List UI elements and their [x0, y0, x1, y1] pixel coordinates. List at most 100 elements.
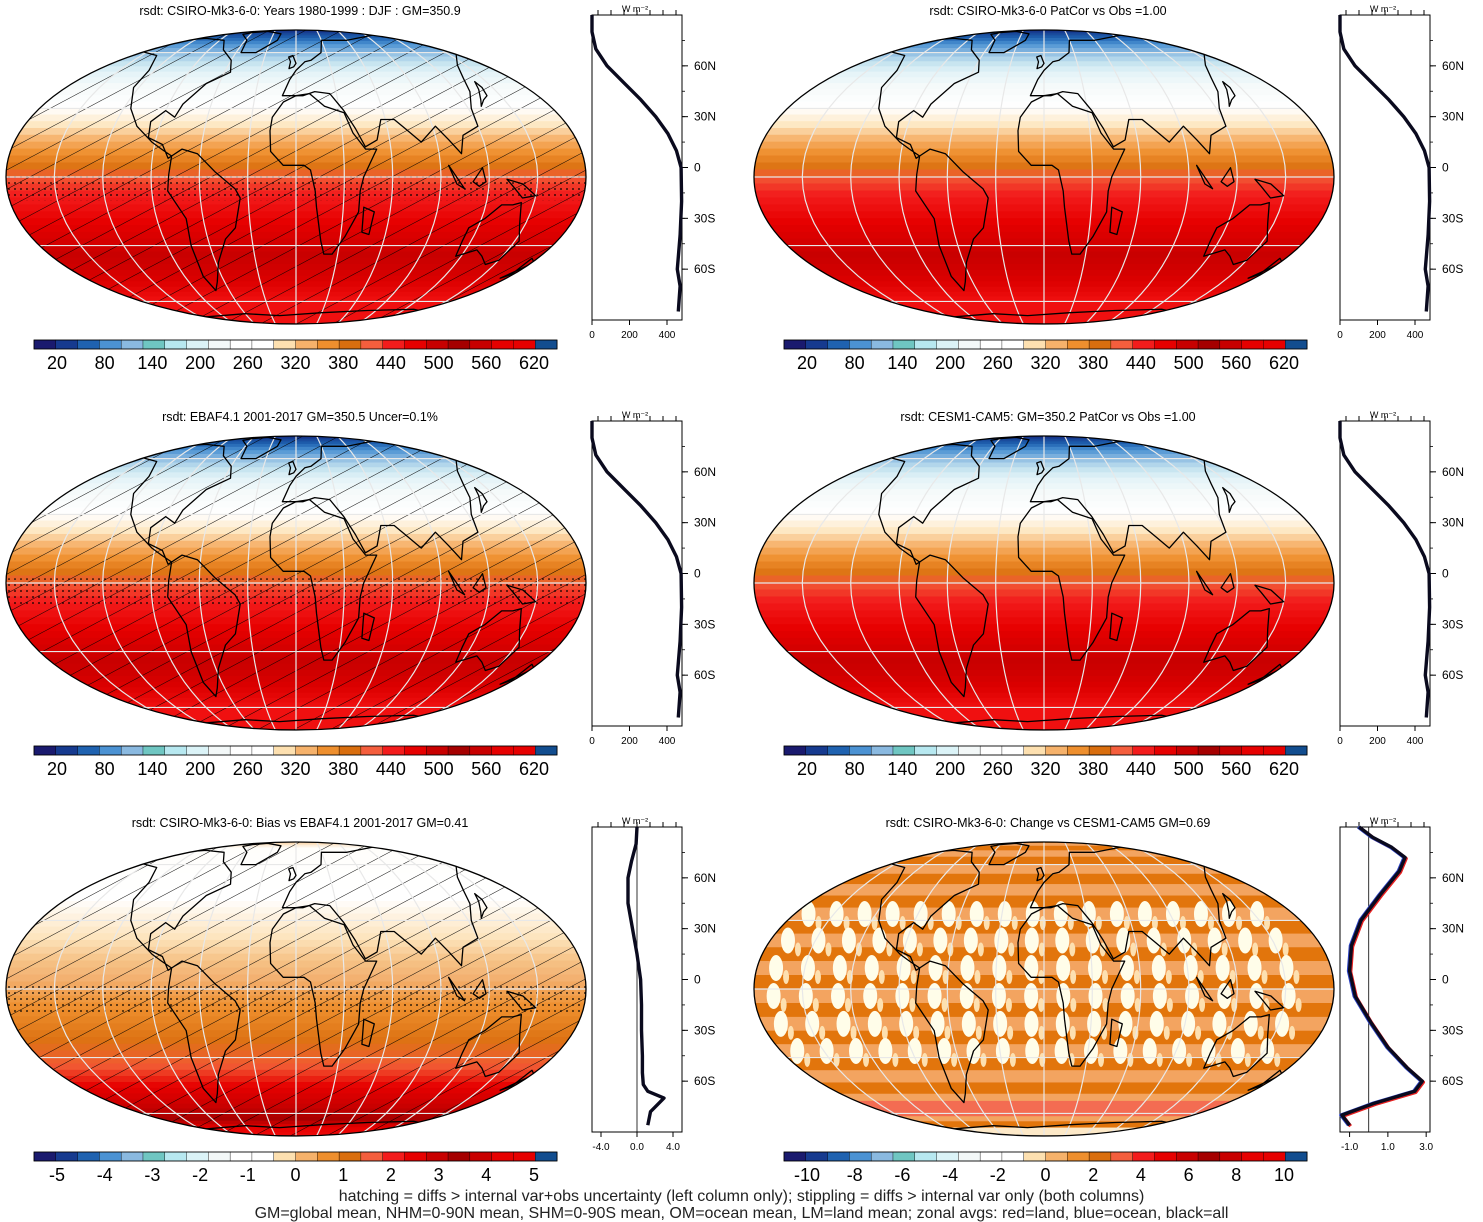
colorbar-tick-label: 620 [1269, 759, 1299, 779]
colorbar-swatch [360, 1151, 384, 1162]
colorbar-tick-label: 260 [233, 353, 263, 373]
colorbar-tick-label: 560 [471, 353, 501, 373]
colorbar-swatch [142, 745, 166, 756]
colorbar-tick-label: 140 [137, 759, 167, 779]
colorbar-swatch [404, 1151, 427, 1162]
colorbar-tick-label: 560 [471, 759, 501, 779]
colorbar-swatch [979, 745, 1003, 756]
lat-tick-label: 30N [1442, 110, 1464, 124]
colorbar-swatch [491, 339, 514, 350]
colorbar: 20 80 140 200 260 320 380 440 500 560 620 [783, 745, 1308, 779]
colorbar-swatch [1001, 1151, 1025, 1162]
colorbar-tick-label: 0 [1040, 1165, 1050, 1185]
colorbar-swatch [1241, 339, 1264, 350]
colorbar-swatch [1045, 745, 1068, 756]
colorbar-tick-label: -1 [240, 1165, 256, 1185]
colorbar-swatch [805, 1151, 829, 1162]
colorbar-swatch [1110, 745, 1134, 756]
zonal-profile-3: W m⁻² 60N 30N 0 30S 60S 0 200 400 [589, 410, 716, 747]
colorbar-tick-label: 20 [47, 353, 67, 373]
profile-line-all [1338, 421, 1432, 718]
colorbar-swatch [404, 339, 427, 350]
lat-tick-label: 60N [1442, 59, 1464, 73]
colorbar-swatch [426, 339, 449, 350]
lat-tick-label: 60S [1442, 1074, 1463, 1088]
colorbar-swatch [208, 745, 231, 756]
colorbar-swatch [164, 1151, 188, 1162]
colorbar-tick-label: 140 [137, 353, 167, 373]
colorbar-tick-label: 320 [280, 759, 310, 779]
map-panel-2: rsdt: CSIRO-Mk3-6-0 PatCor vs Obs =1.00 2… [753, 4, 1335, 373]
colorbar-swatch [120, 1151, 144, 1162]
colorbar-swatch [513, 1151, 536, 1162]
colorbar-swatch [229, 339, 253, 350]
colorbar-swatch [33, 1151, 57, 1162]
colorbar-swatch [1154, 745, 1177, 756]
profile-x-tick-label: 0 [589, 330, 595, 341]
colorbar-swatch [382, 1151, 405, 1162]
colorbar-tick-label: 620 [519, 353, 549, 373]
lat-tick-label: 30N [694, 516, 716, 530]
colorbar-swatch [1045, 1151, 1068, 1162]
colorbar-tick-label: 380 [1078, 759, 1108, 779]
colorbar-swatch [1197, 1151, 1221, 1162]
profile-line-all [590, 421, 684, 718]
colorbar-swatch [251, 339, 275, 350]
colorbar-swatch [1132, 1151, 1155, 1162]
colorbar-swatch [99, 339, 122, 350]
colorbar-tick-label: 140 [887, 353, 917, 373]
zonal-profile-2: W m⁻² 60N 30N 0 30S 60S 0 200 400 [1337, 4, 1464, 341]
colorbar-tick-label: 5 [529, 1165, 539, 1185]
lat-tick-label: 60S [694, 262, 715, 276]
colorbar-swatch [936, 1151, 959, 1162]
colorbar-swatch [827, 339, 850, 350]
colorbar-tick-label: -3 [144, 1165, 160, 1185]
zonal-profile-1: W m⁻² 60N 30N 0 30S 60S 0 200 400 [589, 4, 716, 341]
map-panel-6: rsdt: CSIRO-Mk3-6-0: Change vs CESM1-CAM… [753, 816, 1335, 1185]
colorbar-swatch [513, 339, 536, 350]
lat-tick-label: 0 [694, 161, 701, 175]
colorbar-swatch [33, 339, 57, 350]
colorbar-swatch [295, 339, 318, 350]
colorbar-swatch [1088, 1151, 1112, 1162]
profile-x-tick-label: 400 [1407, 736, 1424, 747]
panel-title: rsdt: CESM1-CAM5: GM=350.2 PatCor vs Obs… [900, 410, 1195, 424]
colorbar-swatch [120, 339, 144, 350]
colorbar-swatch [1285, 745, 1308, 756]
colorbar-tick-label: 260 [983, 759, 1013, 779]
colorbar-tick-label: 620 [519, 759, 549, 779]
lat-tick-label: 60N [1442, 465, 1464, 479]
colorbar-swatch [914, 339, 938, 350]
colorbar-swatch [1088, 339, 1112, 350]
lat-tick-label: 60S [694, 1074, 715, 1088]
colorbar-swatch [1001, 339, 1025, 350]
colorbar-swatch [1241, 745, 1264, 756]
colorbar-swatch [1067, 1151, 1090, 1162]
panel-title: rsdt: CSIRO-Mk3-6-0: Years 1980-1999 : D… [139, 4, 460, 18]
colorbar-swatch [805, 745, 829, 756]
colorbar-swatch [892, 1151, 916, 1162]
colorbar-tick-label: 200 [935, 759, 965, 779]
colorbar-swatch [142, 1151, 166, 1162]
colorbar-swatch [936, 745, 959, 756]
zonal-profile-5: W m⁻² 60N 30N 0 30S 60S -4.0 0.0 4.0 [591, 816, 716, 1153]
map-panel-4: rsdt: CESM1-CAM5: GM=350.2 PatCor vs Obs… [753, 410, 1335, 779]
colorbar-swatch [491, 745, 514, 756]
profile-x-tick-label: 400 [659, 330, 676, 341]
colorbar-swatch [1067, 339, 1090, 350]
zonal-profile-4: W m⁻² 60N 30N 0 30S 60S 0 200 400 [1337, 410, 1464, 747]
profile-x-tick-label: -4.0 [592, 1142, 610, 1153]
colorbar-swatch [360, 745, 384, 756]
colorbar-tick-label: 20 [797, 353, 817, 373]
colorbar-swatch [805, 339, 829, 350]
colorbar-swatch [513, 745, 536, 756]
colorbar-swatch [1154, 339, 1177, 350]
colorbar-tick-label: 200 [185, 759, 215, 779]
colorbar-swatch [447, 745, 471, 756]
colorbar-swatch [1241, 1151, 1264, 1162]
colorbar-swatch [360, 339, 384, 350]
colorbar-swatch [338, 745, 362, 756]
colorbar-tick-label: -4 [942, 1165, 958, 1185]
footer-line-1: hatching = diffs > internal var+obs unce… [338, 1188, 1145, 1205]
profile-x-tick-label: 3.0 [1419, 1142, 1433, 1153]
